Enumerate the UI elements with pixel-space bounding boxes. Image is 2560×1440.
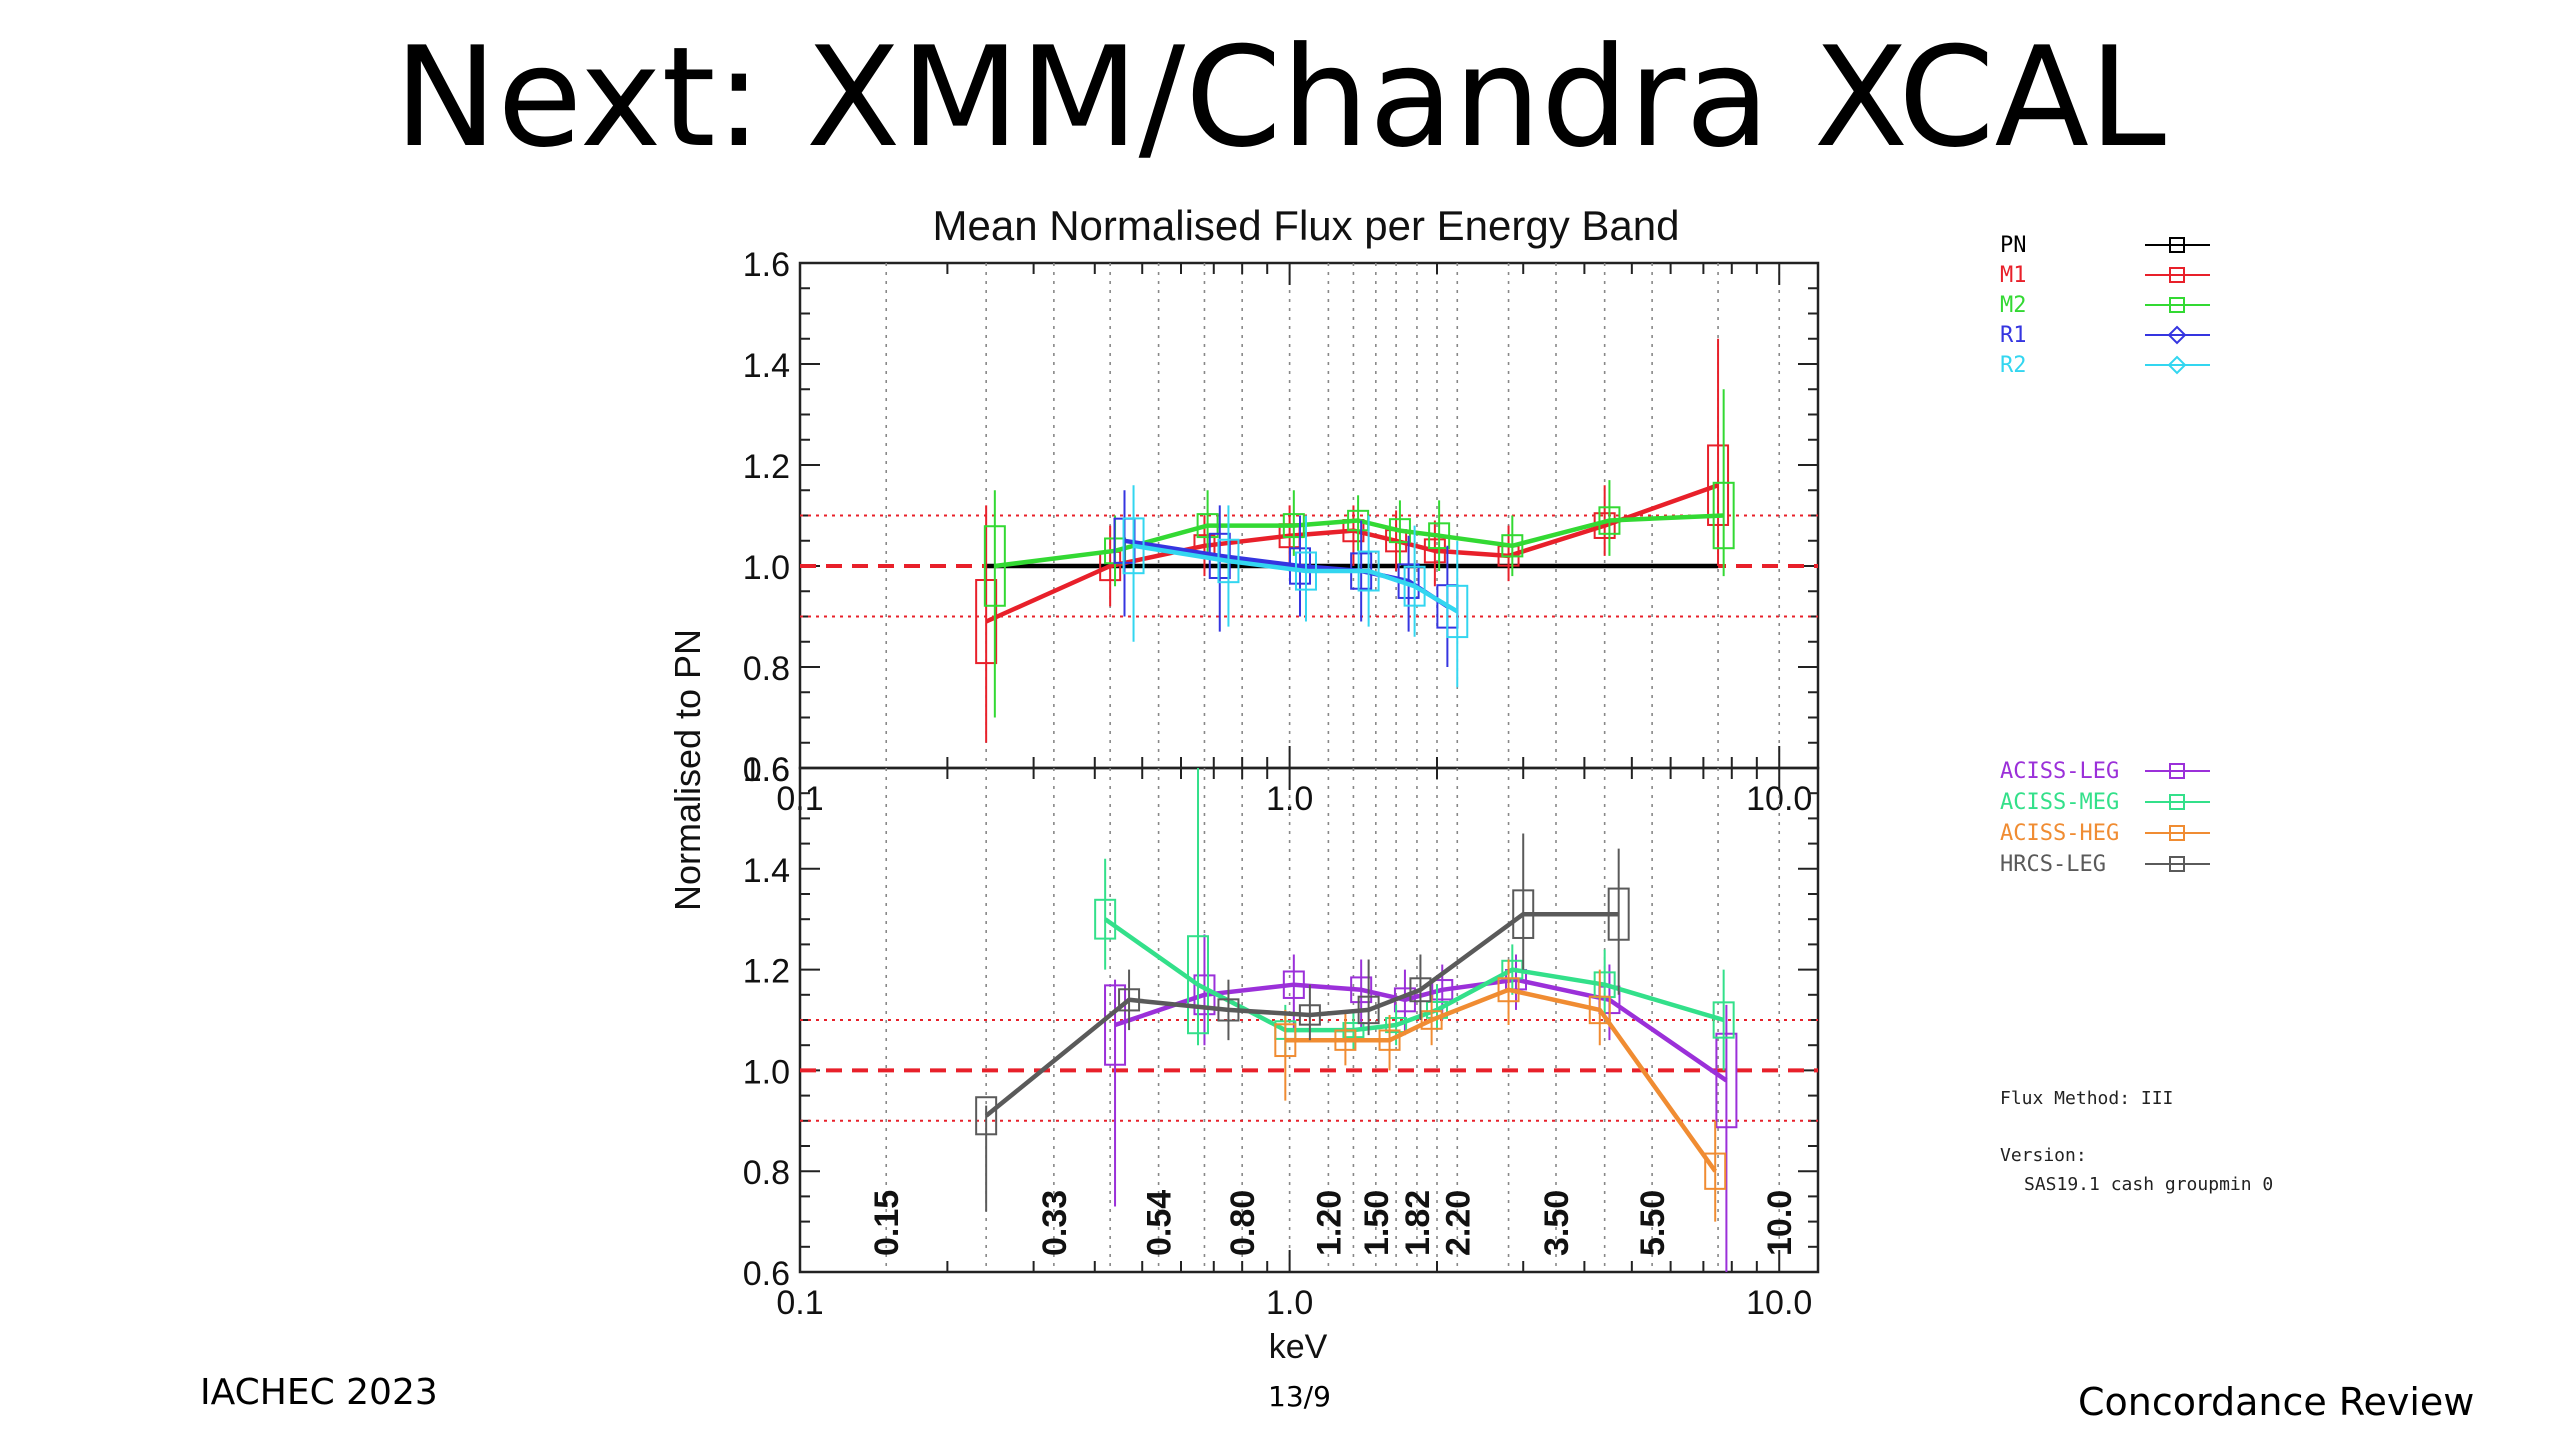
band-label: 1.20 <box>1310 1190 1348 1256</box>
footer-page-number: 13/9 <box>1268 1380 1331 1413</box>
band-label: 3.50 <box>1538 1190 1576 1256</box>
legend-label: HRCS-LEG <box>2000 852 2106 877</box>
legend-label: PN <box>2000 233 2027 258</box>
series-line <box>994 513 1724 569</box>
legend-marker <box>2169 297 2185 313</box>
y-tick-label: 0.8 <box>743 650 790 688</box>
y-tick-label: 1.2 <box>743 448 790 486</box>
footer-section: Concordance Review <box>2078 1380 2475 1424</box>
legend-marker <box>2169 825 2185 841</box>
data-point <box>1403 565 1426 607</box>
legend-label: M1 <box>2000 263 2027 288</box>
legend-label: R2 <box>2000 353 2027 378</box>
band-label: 0.33 <box>1036 1190 1074 1256</box>
legend-label: M2 <box>2000 293 2027 318</box>
legend-label: ACISS-HEG <box>2000 821 2119 846</box>
note-line: Flux Method: III <box>2000 1088 2173 1109</box>
series-m1 <box>975 338 1730 743</box>
legend-marker <box>2169 856 2185 872</box>
y-tick-label: 1.0 <box>743 1053 790 1091</box>
legend-top: PN M1 M2 R1 R2 <box>2000 233 2210 378</box>
legend-marker <box>2169 237 2185 253</box>
y-tick-label: 1.6 <box>743 751 790 789</box>
legend-marker <box>2167 355 2187 375</box>
band-label: 0.15 <box>868 1190 906 1256</box>
data-point <box>1715 1032 1738 1129</box>
band-label: 10.0 <box>1761 1190 1799 1256</box>
bottom-panel: 0.6 0.8 1.0 1.2 1.4 1.6 0.1 1.0 10.0 0.15 0.33 0.54… <box>743 751 1820 1322</box>
legend-label: R1 <box>2000 323 2027 348</box>
series-line <box>985 483 1719 624</box>
data-point <box>975 1096 998 1136</box>
top-panel: 0.60.81.01.21.41.60.1 1.0 10.0 <box>743 246 1820 818</box>
data-point <box>1712 1001 1735 1039</box>
data-point <box>1409 977 1432 1003</box>
data-point <box>975 579 998 665</box>
band-label: 5.50 <box>1634 1190 1672 1256</box>
y-tick-label: 1.0 <box>743 549 790 587</box>
band-label: 2.20 <box>1439 1190 1477 1256</box>
plot-notes: Flux Method: III Version: SAS19.1 cash gro… <box>2000 1088 2273 1195</box>
series-line <box>1133 543 1459 614</box>
legend-marker <box>2169 794 2185 810</box>
legend-label: ACISS-LEG <box>2000 759 2119 784</box>
band-label: 0.80 <box>1224 1190 1262 1256</box>
data-point <box>1104 984 1127 1066</box>
series-aciss-meg <box>1094 768 1735 1071</box>
legend-marker <box>2169 763 2185 779</box>
series-r2 <box>1122 485 1469 688</box>
legend-marker <box>2167 325 2187 345</box>
y-tick-label: 0.8 <box>743 1154 790 1192</box>
footer-conference: IACHEC 2023 <box>200 1372 438 1413</box>
data-point <box>1094 898 1117 940</box>
note-line: Version: <box>2000 1145 2087 1166</box>
y-axis-label: Normalised to PN <box>667 629 708 911</box>
x-tick-label: 0.1 <box>776 1284 823 1322</box>
legend-label: ACISS-MEG <box>2000 790 2119 815</box>
y-tick-label: 1.2 <box>743 953 790 991</box>
legend-bottom: ACISS-LEG ACISS-MEG ACISS-HEG HRCS-LEG <box>2000 759 2210 877</box>
slide-title: Next: XMM/Chandra XCAL <box>394 17 2166 178</box>
y-tick-label: 1.4 <box>743 852 790 890</box>
legend-marker <box>2169 267 2185 283</box>
data-point <box>1446 584 1469 639</box>
series-line <box>984 911 1619 1118</box>
series-line <box>1114 977 1728 1083</box>
band-label: 0.54 <box>1141 1190 1179 1256</box>
data-point <box>1704 1152 1727 1190</box>
series-r1 <box>1113 490 1459 667</box>
chart-title: Mean Normalised Flux per Energy Band <box>932 202 1679 249</box>
series-hrcs-leg <box>975 833 1630 1212</box>
data-point <box>1707 444 1730 526</box>
x-tick-label: 10.0 <box>1746 1284 1812 1322</box>
y-tick-label: 0.6 <box>743 1255 790 1293</box>
note-line: SAS19.1 cash groupmin 0 <box>2024 1174 2273 1195</box>
y-tick-label: 1.6 <box>743 246 790 284</box>
x-axis-label: keV <box>1269 1328 1328 1366</box>
x-tick-label: 1.0 <box>1266 1284 1313 1322</box>
data-point <box>1187 935 1210 1035</box>
data-point <box>1420 1010 1443 1030</box>
band-label: 1.82 <box>1399 1190 1437 1256</box>
series-aciss-heg <box>1274 959 1727 1222</box>
y-tick-label: 1.4 <box>743 347 790 385</box>
series-m2 <box>983 389 1735 718</box>
band-label: 1.50 <box>1358 1190 1396 1256</box>
series-line <box>1285 987 1718 1173</box>
y-tick-label: 0.6 <box>743 751 790 789</box>
